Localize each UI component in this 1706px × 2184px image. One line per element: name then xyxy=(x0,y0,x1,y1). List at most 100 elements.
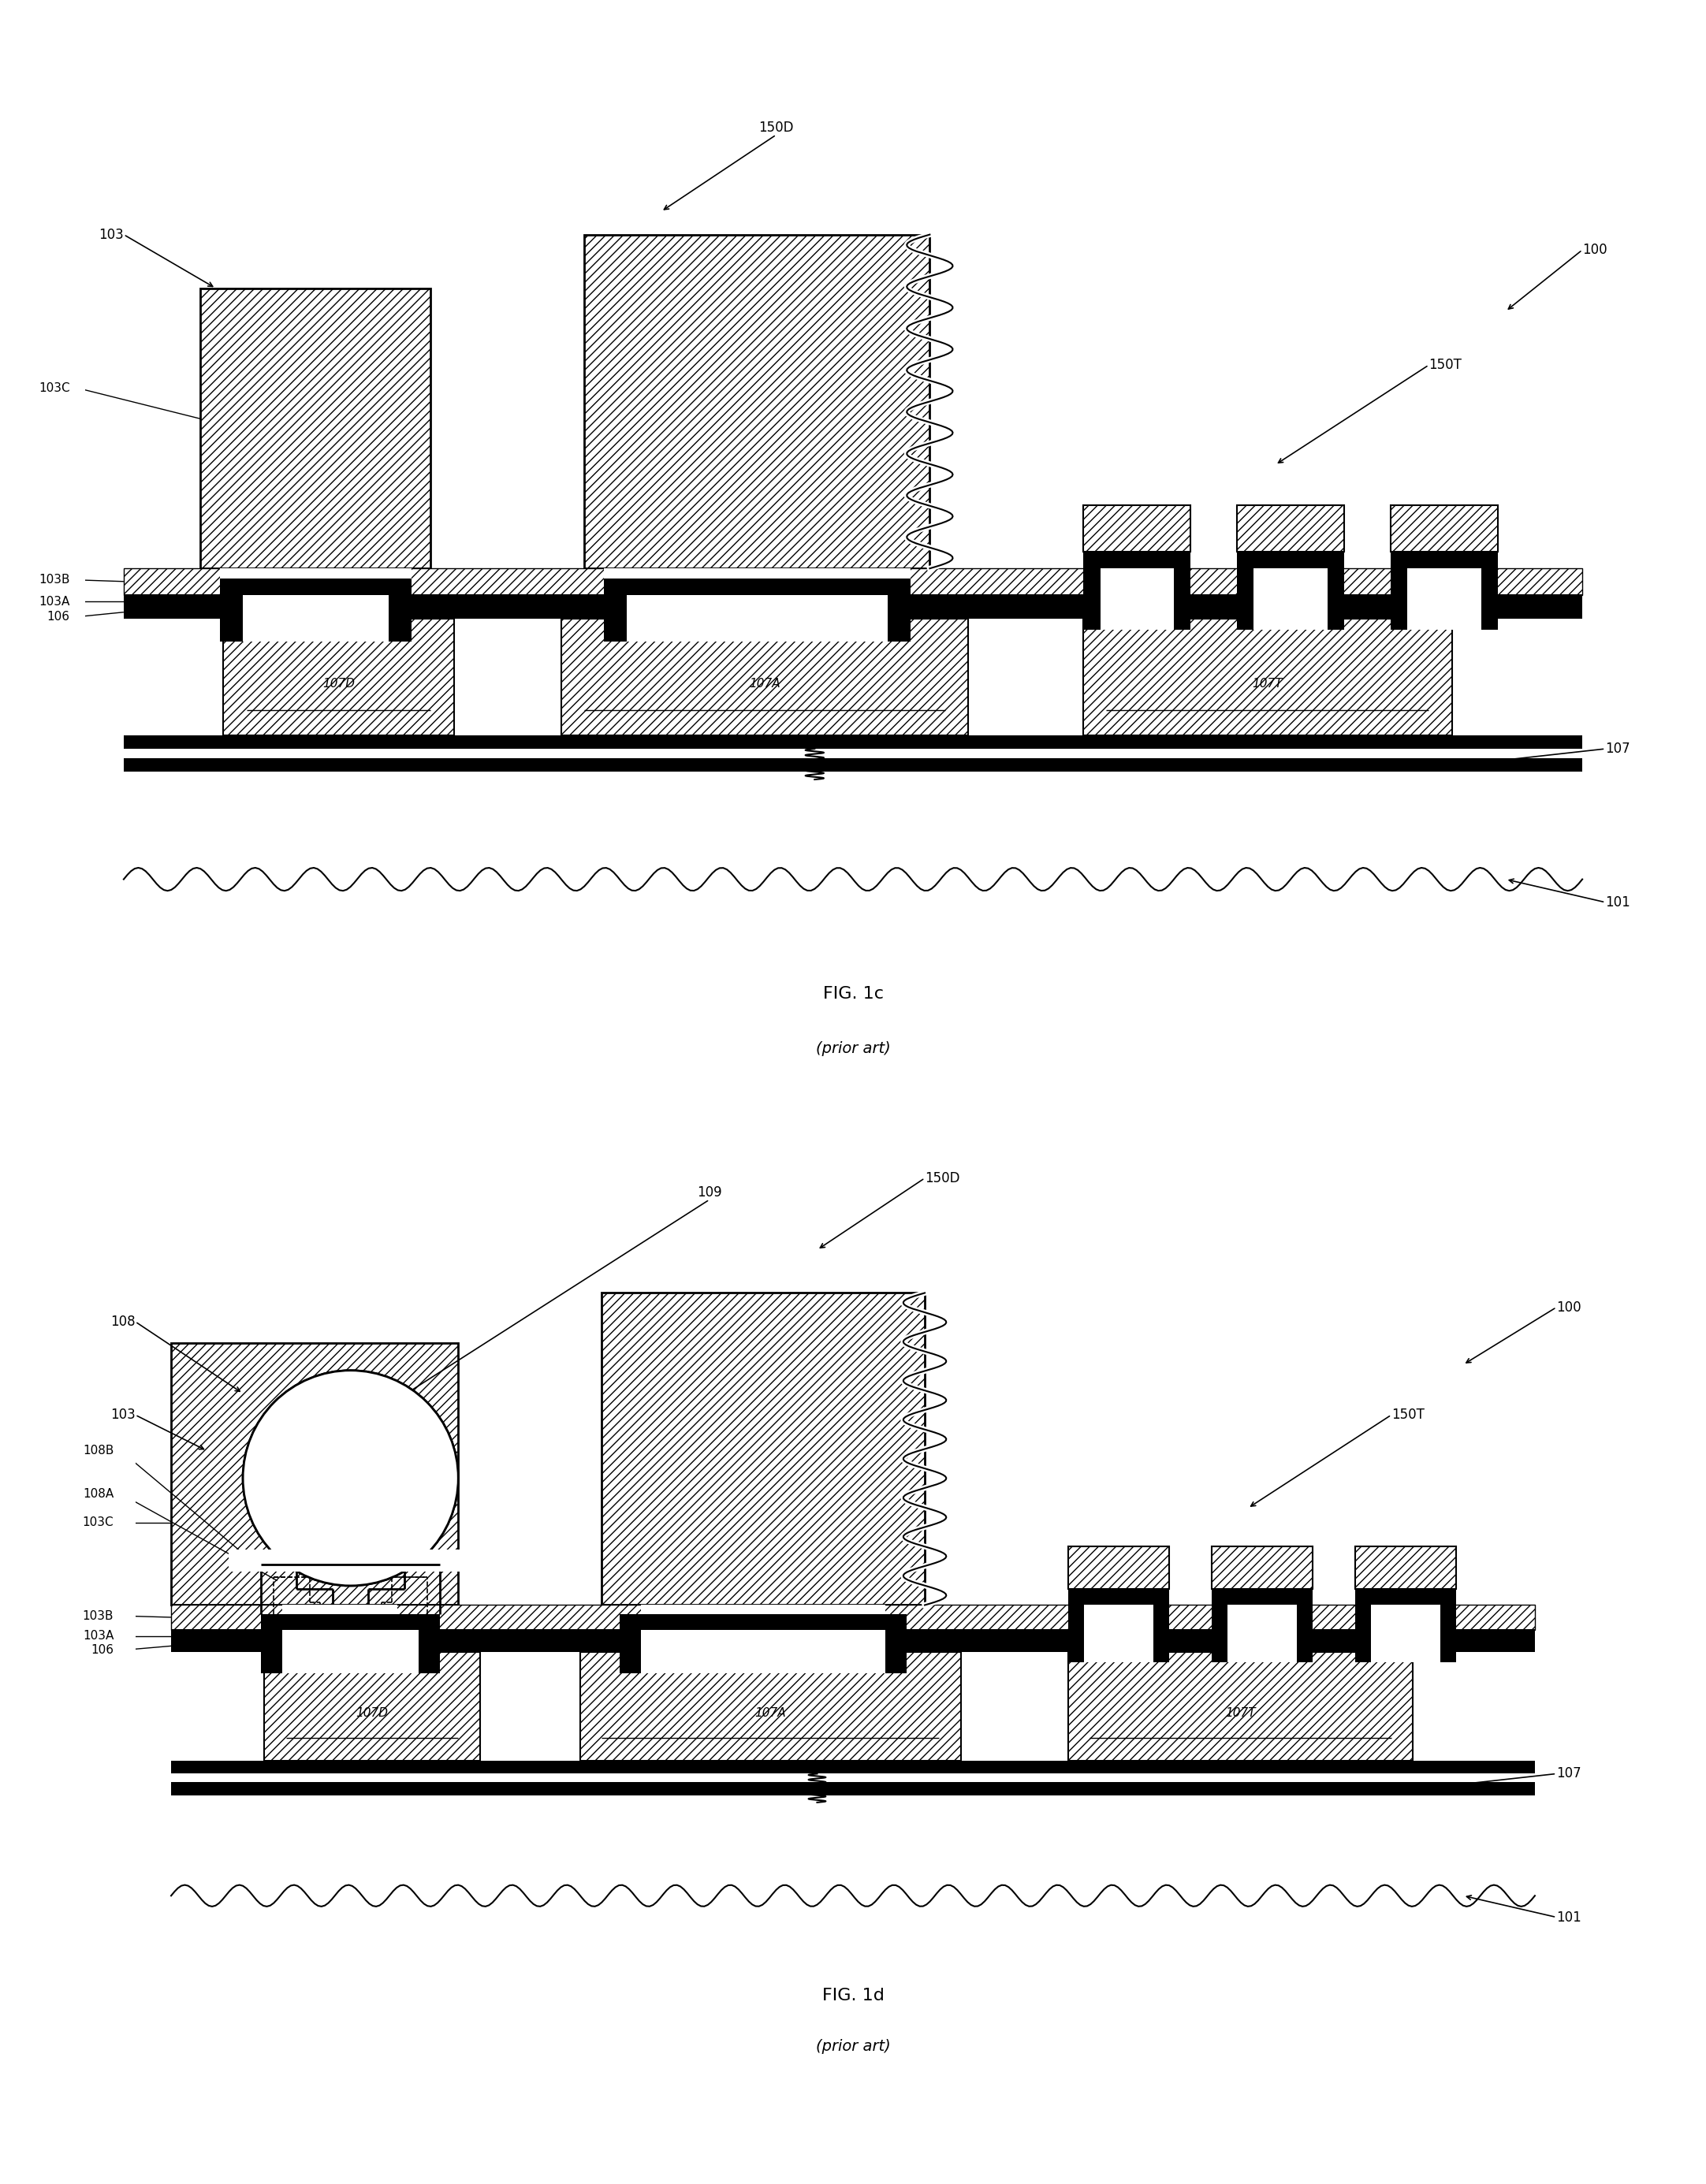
Bar xyxy=(1211,1590,1228,1662)
Bar xyxy=(1237,553,1254,629)
Bar xyxy=(283,1629,418,1673)
Bar xyxy=(261,1614,440,1629)
Bar xyxy=(1211,1546,1312,1590)
Bar xyxy=(1083,505,1191,553)
Bar xyxy=(171,1605,1535,1629)
Text: 107D: 107D xyxy=(322,677,355,690)
Text: (prior art): (prior art) xyxy=(815,1042,891,1055)
Bar xyxy=(229,1551,473,1570)
Bar xyxy=(1068,1590,1169,1605)
Text: 103B: 103B xyxy=(82,1610,114,1623)
Text: 108: 108 xyxy=(111,1315,135,1328)
Bar xyxy=(1068,1546,1169,1590)
Bar xyxy=(171,1629,1535,1640)
Bar xyxy=(641,1629,885,1673)
Bar xyxy=(220,568,411,596)
Text: 101: 101 xyxy=(1605,895,1631,909)
Bar xyxy=(604,579,626,642)
Text: 150T: 150T xyxy=(1392,1409,1425,1422)
Bar xyxy=(220,579,411,596)
Text: 103B: 103B xyxy=(39,574,70,585)
Bar xyxy=(1407,568,1481,629)
Bar xyxy=(619,1614,641,1673)
Bar xyxy=(1327,553,1344,629)
Text: 150T: 150T xyxy=(1430,358,1462,371)
Bar xyxy=(1356,1590,1455,1605)
Text: 103: 103 xyxy=(99,227,125,242)
Circle shape xyxy=(242,1369,459,1586)
Text: 108B: 108B xyxy=(82,1446,114,1457)
Text: 101: 101 xyxy=(1556,1911,1581,1924)
Bar xyxy=(261,1614,283,1673)
Bar xyxy=(125,568,1583,596)
Text: 103A: 103A xyxy=(82,1629,114,1642)
Text: 103C: 103C xyxy=(82,1516,114,1529)
Bar xyxy=(580,1651,960,1760)
Text: 150D: 150D xyxy=(925,1171,960,1186)
Text: 109: 109 xyxy=(698,1186,722,1199)
Bar xyxy=(619,1614,908,1629)
Text: 107: 107 xyxy=(1605,743,1631,756)
Bar xyxy=(242,596,389,642)
Bar xyxy=(223,618,454,736)
Text: 107A: 107A xyxy=(749,677,780,690)
Text: 103: 103 xyxy=(111,1409,135,1422)
Bar xyxy=(418,1614,440,1673)
Bar xyxy=(1083,618,1452,736)
Bar xyxy=(1211,1590,1312,1605)
Bar xyxy=(1481,553,1498,629)
Bar xyxy=(1237,553,1344,568)
Bar xyxy=(1228,1605,1297,1662)
Bar xyxy=(1174,553,1191,629)
Text: 100: 100 xyxy=(1583,242,1607,258)
Text: 100: 100 xyxy=(1556,1299,1581,1315)
Bar xyxy=(887,579,911,642)
Bar xyxy=(583,234,930,568)
Bar xyxy=(1068,1590,1083,1662)
Bar xyxy=(125,736,1583,749)
Text: 106: 106 xyxy=(90,1645,114,1655)
Text: 107: 107 xyxy=(1556,1767,1581,1780)
Bar xyxy=(626,596,887,642)
Bar xyxy=(604,579,911,596)
Bar xyxy=(1297,1590,1312,1662)
Bar xyxy=(1440,1590,1455,1662)
Bar xyxy=(1083,553,1100,629)
Bar xyxy=(604,568,911,596)
Text: FIG. 1c: FIG. 1c xyxy=(822,987,884,1002)
Bar xyxy=(125,758,1583,771)
Text: 103C: 103C xyxy=(39,382,70,393)
Bar xyxy=(1083,1605,1153,1662)
Bar xyxy=(602,1293,925,1605)
Bar xyxy=(1390,505,1498,553)
Bar xyxy=(1153,1590,1169,1662)
Bar xyxy=(171,1343,459,1605)
Bar xyxy=(1237,505,1344,553)
Text: 108A: 108A xyxy=(84,1487,114,1500)
Bar xyxy=(1083,553,1191,568)
Bar xyxy=(641,1605,885,1629)
Text: (prior art): (prior art) xyxy=(815,2038,891,2053)
Bar xyxy=(1254,568,1327,629)
Bar xyxy=(1356,1590,1372,1662)
Bar xyxy=(1100,568,1174,629)
Bar xyxy=(264,1651,479,1760)
Bar xyxy=(389,579,411,642)
Bar xyxy=(561,618,969,736)
Text: 107T: 107T xyxy=(1252,677,1283,690)
Bar xyxy=(885,1614,908,1673)
Text: FIG. 1d: FIG. 1d xyxy=(822,1987,884,2003)
Bar xyxy=(171,1638,1535,1651)
Bar xyxy=(125,605,1583,618)
Bar xyxy=(201,288,432,568)
Bar xyxy=(220,579,242,642)
Bar xyxy=(1068,1651,1413,1760)
Bar xyxy=(1356,1546,1455,1590)
Text: 107A: 107A xyxy=(754,1708,786,1719)
Bar xyxy=(171,1782,1535,1795)
Bar xyxy=(125,594,1583,607)
Text: 106: 106 xyxy=(48,612,70,622)
Text: 107D: 107D xyxy=(357,1708,389,1719)
Text: 107T: 107T xyxy=(1225,1708,1256,1719)
Text: 150D: 150D xyxy=(759,120,793,135)
